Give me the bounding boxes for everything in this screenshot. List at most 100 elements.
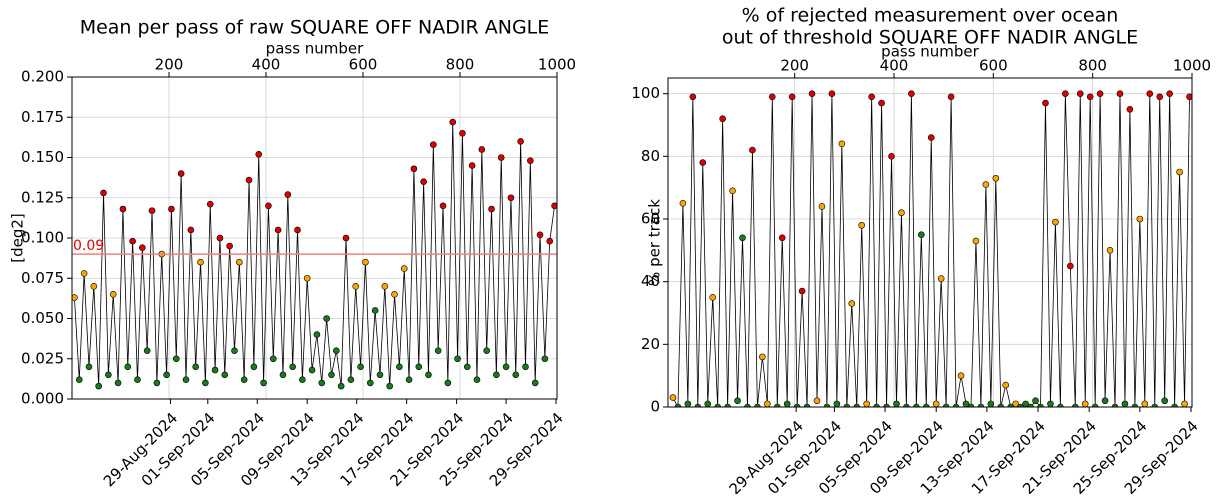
data-point — [878, 99, 885, 107]
data-point — [1057, 403, 1064, 407]
data-point — [245, 176, 253, 184]
data-point — [828, 90, 836, 97]
data-point — [72, 294, 78, 301]
data-point — [527, 157, 534, 165]
data-point — [313, 331, 321, 338]
data-point — [1091, 403, 1099, 407]
y-tick-label: 0 — [650, 398, 660, 416]
data-point — [714, 403, 721, 407]
data-point — [493, 371, 500, 379]
data-point — [134, 376, 141, 383]
data-point — [863, 400, 870, 407]
data-point — [1007, 403, 1015, 407]
data-point — [927, 134, 935, 141]
data-point — [833, 400, 841, 407]
data-point — [236, 258, 243, 266]
y-axis-label: [deg2] — [9, 213, 27, 263]
data-point — [342, 234, 350, 242]
x-tick-label: 400 — [880, 57, 909, 75]
data-point — [883, 403, 890, 407]
data-point — [459, 130, 466, 137]
y-tick-label: 0.200 — [21, 68, 64, 86]
data-point — [972, 237, 980, 245]
data-point — [172, 355, 180, 363]
data-point — [497, 154, 505, 161]
data-point — [1101, 397, 1109, 405]
data-point — [719, 115, 726, 123]
data-point — [942, 403, 950, 407]
data-point — [231, 347, 238, 355]
data-point — [289, 363, 296, 371]
data-point — [400, 265, 408, 272]
y-tick-label: 0.125 — [21, 188, 64, 206]
data-point — [1121, 400, 1129, 407]
chart-title: Mean per pass of raw SQUARE OFF NADIR AN… — [80, 17, 550, 39]
data-point — [699, 159, 707, 166]
data-point — [1037, 403, 1044, 407]
data-point — [1171, 403, 1178, 407]
data-point — [808, 90, 816, 97]
data-point — [1136, 215, 1144, 223]
data-point — [873, 403, 880, 407]
data-point — [1096, 90, 1104, 97]
data-point — [689, 93, 697, 101]
data-point — [694, 403, 702, 407]
data-point — [100, 189, 107, 197]
y-tick-label: 80 — [641, 147, 660, 165]
data-point — [1042, 99, 1049, 107]
chart-title: out of threshold SQUARE OFF NADIR ANGLE — [722, 27, 1138, 49]
data-point — [124, 363, 132, 371]
data-point — [823, 403, 831, 407]
data-point — [1176, 168, 1183, 176]
data-point — [858, 221, 866, 229]
data-point — [439, 202, 447, 210]
data-point — [947, 93, 955, 101]
data-point — [937, 275, 945, 282]
data-point — [1076, 90, 1084, 97]
data-point — [362, 258, 369, 266]
y-tick-label: 0.150 — [21, 148, 64, 166]
data-point — [148, 207, 156, 214]
data-point — [967, 403, 975, 407]
data-point — [449, 118, 457, 126]
data-point — [197, 258, 204, 266]
data-point — [182, 376, 190, 383]
data-point — [868, 93, 875, 101]
data-point — [488, 205, 495, 213]
data-point — [90, 282, 98, 290]
y-tick-label: 40 — [641, 272, 660, 290]
data-point — [1052, 218, 1059, 226]
x-axis-label: pass number — [266, 40, 364, 58]
data-point — [517, 138, 524, 145]
data-point — [1126, 106, 1134, 113]
data-point — [704, 400, 712, 407]
data-point — [803, 403, 811, 407]
data-point — [308, 366, 316, 374]
data-point — [105, 371, 112, 379]
y-tick-label: 0.075 — [21, 269, 64, 287]
data-point — [507, 194, 515, 202]
data-point — [898, 209, 905, 217]
data-point — [982, 181, 990, 188]
x-tick-label: 600 — [349, 56, 378, 74]
data-point — [294, 226, 301, 234]
data-point — [206, 200, 214, 208]
data-point — [669, 394, 677, 401]
data-point — [913, 403, 920, 407]
data-point — [1081, 400, 1089, 407]
data-point — [284, 191, 292, 198]
data-point — [139, 244, 146, 251]
threshold-label: 0.09 — [73, 238, 104, 254]
data-point — [444, 379, 452, 387]
data-point — [352, 282, 360, 290]
y-tick-label: 100 — [631, 84, 660, 102]
chart-title: % of rejected measurement over ocean — [742, 5, 1119, 27]
data-point — [274, 226, 282, 234]
data-point — [729, 187, 736, 195]
data-point — [1161, 397, 1168, 405]
data-point — [1017, 403, 1024, 407]
data-point — [1146, 90, 1154, 97]
data-point — [260, 379, 267, 387]
data-point — [1047, 400, 1054, 407]
data-point — [843, 403, 851, 407]
